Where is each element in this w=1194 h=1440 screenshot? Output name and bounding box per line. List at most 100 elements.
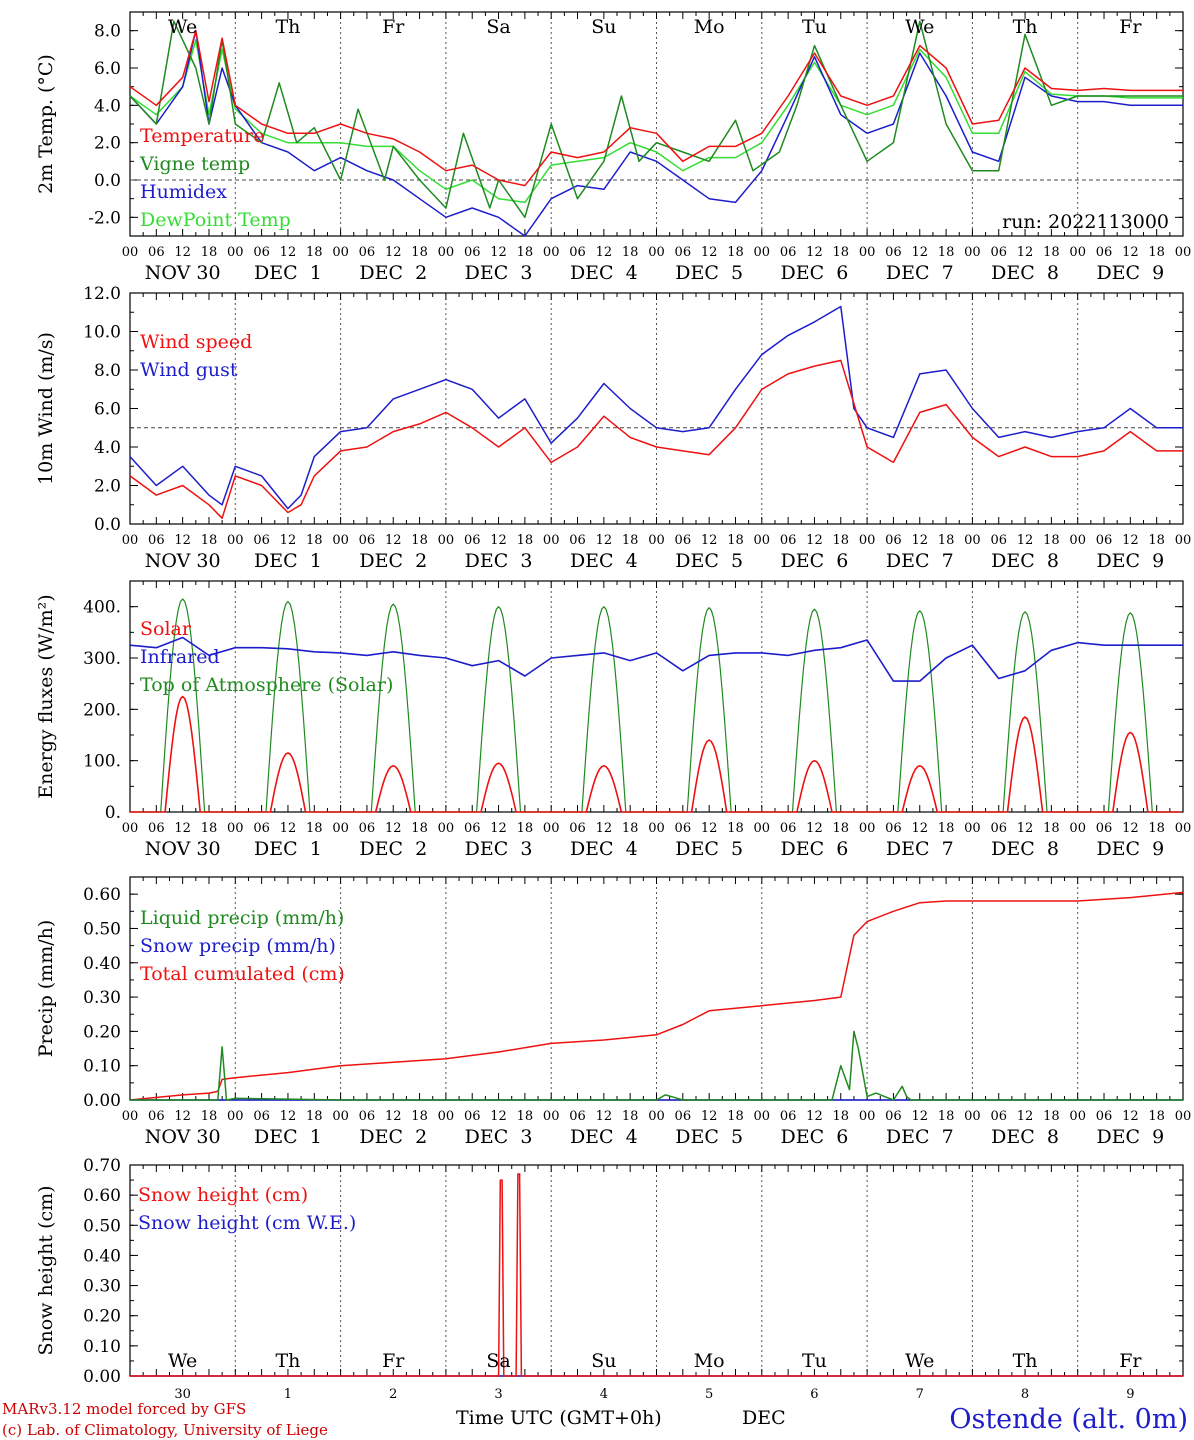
x-hour-label: 00 — [964, 1109, 981, 1124]
x-date-label: DEC 5 — [675, 838, 743, 860]
x-date-label: DEC 8 — [991, 550, 1059, 572]
x-hour-label: 18 — [938, 245, 955, 260]
x-hour-label: 12 — [1122, 1109, 1139, 1124]
x-hour-label: 06 — [569, 1109, 586, 1124]
x-hour-label: 06 — [675, 533, 692, 548]
panel-1: -2.0 0.0 2.0 4.0 6.0 8.0 2m Temp. (°C) Temperat… — [35, 11, 1191, 284]
x-date-label: NOV 30 — [145, 550, 221, 572]
legend-entry: Snow height (cm) — [138, 1184, 308, 1206]
series-infrared — [129, 636, 1183, 682]
x-hour-label: 06 — [464, 1109, 481, 1124]
x-date-label: DEC 3 — [465, 1126, 533, 1148]
x-hour-label: 06 — [885, 1109, 902, 1124]
x-hour-label: 12 — [806, 245, 823, 260]
x-hour-label: 18 — [833, 1109, 850, 1124]
weekday-label: Mo — [694, 1350, 725, 1372]
x-hour-label: 18 — [833, 245, 850, 260]
x-hour-label: 00 — [227, 245, 244, 260]
x-hour-label: 00 — [438, 533, 455, 548]
x-hour-label: 00 — [543, 821, 560, 836]
legend-entry: Top of Atmosphere (Solar) — [140, 674, 393, 696]
x-hour-label: 06 — [990, 821, 1007, 836]
series-solar — [130, 695, 1181, 813]
weekday-label: Th — [275, 1350, 300, 1372]
legend-entry: Liquid precip (mm/h) — [140, 907, 344, 929]
x-date-label: DEC 2 — [359, 838, 427, 860]
y-tick-label: 8.0 — [94, 361, 121, 381]
footer-time-axis-label: Time UTC (GMT+0h) — [456, 1407, 662, 1429]
x-hour-label: 18 — [517, 245, 534, 260]
x-hour-label: 18 — [306, 533, 323, 548]
x-date-label: DEC 3 — [465, 262, 533, 284]
x-hour-label: 12 — [596, 245, 613, 260]
x-hour-label: 06 — [780, 821, 797, 836]
x-hour-label: 12 — [911, 1109, 928, 1124]
x-hour-label: 18 — [1043, 1109, 1060, 1124]
x-hour-label: 00 — [648, 821, 665, 836]
x-date-label: DEC 5 — [675, 1126, 743, 1148]
x-hour-label: 18 — [1148, 245, 1165, 260]
x-day-number: 30 — [174, 1387, 191, 1402]
series-wind-speed — [129, 359, 1183, 519]
weekday-label: Su — [591, 16, 616, 38]
legend-entry: Solar — [140, 618, 192, 640]
x-hour-label: 00 — [754, 245, 771, 260]
x-hour-label: 18 — [411, 821, 428, 836]
x-hour-label: 06 — [1096, 1109, 1113, 1124]
x-hour-label: 18 — [622, 533, 639, 548]
x-date-label: DEC 9 — [1096, 550, 1164, 572]
legend-entry: Total cumulated (cm) — [140, 963, 345, 985]
x-hour-label: 18 — [1043, 245, 1060, 260]
x-date-label: DEC 6 — [781, 262, 849, 284]
x-date-label: DEC 9 — [1096, 262, 1164, 284]
y-tick-label: 2.0 — [94, 477, 121, 497]
y-tick-label: 0.10 — [83, 1057, 121, 1077]
x-hour-label: 00 — [1069, 1109, 1086, 1124]
x-hour-label: 12 — [701, 533, 718, 548]
weekday-label: Mo — [694, 16, 725, 38]
x-hour-label: 06 — [253, 533, 270, 548]
panel-2: 0.0 2.0 4.0 6.0 8.0 10.0 12.0 10m Wind (m/s) Win… — [35, 284, 1191, 572]
x-hour-label: 00 — [122, 533, 139, 548]
x-hour-label: 00 — [122, 1109, 139, 1124]
x-date-label: DEC 4 — [570, 838, 638, 860]
x-hour-label: 12 — [280, 821, 297, 836]
x-hour-label: 00 — [859, 533, 876, 548]
x-date-label: DEC 8 — [991, 262, 1059, 284]
x-hour-label: 00 — [332, 821, 349, 836]
x-hour-label: 00 — [964, 533, 981, 548]
x-hour-label: 12 — [385, 821, 402, 836]
y-tick-label: 100. — [83, 752, 121, 772]
x-hour-label: 00 — [543, 533, 560, 548]
x-hour-label: 06 — [148, 821, 165, 836]
x-day-number: 7 — [916, 1387, 924, 1402]
x-hour-label: 12 — [490, 533, 507, 548]
x-hour-label: 00 — [1069, 533, 1086, 548]
x-date-label: DEC 2 — [359, 550, 427, 572]
x-hour-label: 00 — [122, 245, 139, 260]
x-hour-label: 12 — [385, 1109, 402, 1124]
x-hour-label: 06 — [780, 1109, 797, 1124]
x-hour-label: 18 — [622, 1109, 639, 1124]
x-hour-label: 00 — [1175, 533, 1192, 548]
x-hour-label: 18 — [201, 245, 218, 260]
x-hour-label: 00 — [859, 245, 876, 260]
x-hour-label: 06 — [780, 533, 797, 548]
legend-entry: Infrared — [140, 646, 220, 668]
series-toa-solar — [130, 598, 1181, 813]
x-hour-label: 18 — [306, 1109, 323, 1124]
y-tick-label: 0.40 — [83, 954, 121, 974]
x-hour-label: 18 — [938, 1109, 955, 1124]
x-date-label: NOV 30 — [145, 1126, 221, 1148]
x-hour-label: 06 — [359, 1109, 376, 1124]
y-tick-label: 0.60 — [83, 885, 121, 905]
x-hour-label: 00 — [227, 821, 244, 836]
x-day-number: 3 — [494, 1387, 502, 1402]
x-hour-label: 00 — [1069, 245, 1086, 260]
weekday-label: Fr — [382, 16, 405, 38]
x-hour-label: 06 — [359, 821, 376, 836]
x-hour-label: 12 — [911, 821, 928, 836]
y-tick-label: 0. — [105, 803, 121, 823]
x-date-label: DEC 5 — [675, 550, 743, 572]
